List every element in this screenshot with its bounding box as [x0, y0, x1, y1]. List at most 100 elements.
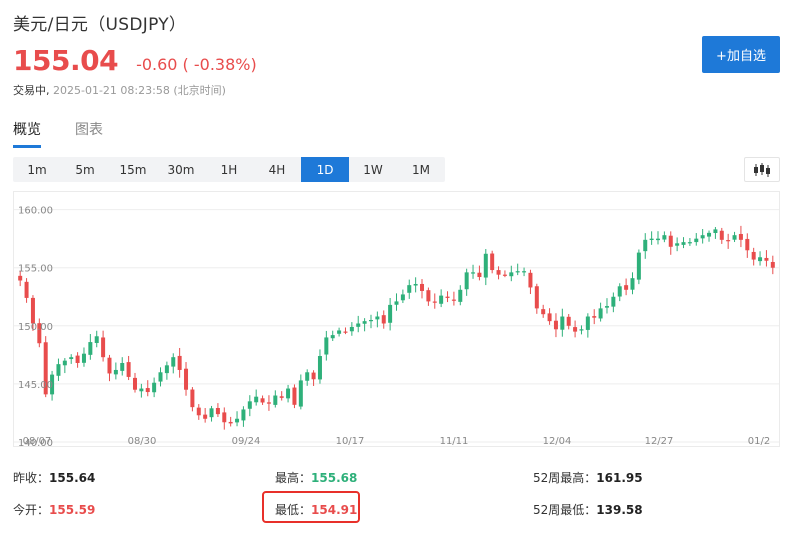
candle-body	[566, 316, 571, 326]
trading-status: 交易中, 2025-01-21 08:23:58 (北京时间)	[13, 82, 226, 98]
candle-body	[254, 396, 259, 403]
candle-body	[464, 272, 469, 290]
candle-body	[381, 315, 386, 324]
stat-52w-low: 52周最低：139.58	[533, 503, 643, 517]
highlight-box	[262, 491, 360, 523]
candle-body	[317, 356, 322, 380]
x-tick-label: 09/24	[232, 436, 261, 446]
period-1h[interactable]: 1H	[220, 162, 238, 177]
y-tick-label: 155.00	[18, 264, 53, 275]
stat-52w-high: 52周最高：161.95	[533, 471, 643, 485]
period-5m[interactable]: 5m	[75, 162, 95, 177]
candle-body	[241, 409, 246, 421]
y-tick-label: 160.00	[18, 206, 53, 217]
view-tabs: 概览 图表	[13, 119, 137, 148]
candle-body	[490, 253, 495, 271]
candle-body	[24, 281, 29, 298]
candle-body	[400, 294, 405, 301]
candle-body	[158, 372, 163, 382]
candle-body	[228, 421, 233, 424]
candle-body	[152, 382, 157, 393]
candle-body	[126, 362, 131, 377]
stat-high: 最高：155.68	[275, 471, 358, 485]
period-1w[interactable]: 1W	[363, 162, 383, 177]
period-1d[interactable]: 1D	[301, 157, 349, 182]
candle-body	[547, 313, 552, 322]
period-15m[interactable]: 15m	[119, 162, 147, 177]
candle-body	[458, 289, 463, 302]
candle-body	[630, 278, 635, 290]
period-1m[interactable]: 1m	[27, 162, 47, 177]
candle-body	[30, 297, 35, 324]
candle-body	[56, 364, 61, 376]
candle-body	[719, 230, 724, 240]
period-selector: 1m 5m 15m 30m 1H 4H 1D 1W 1M	[13, 157, 445, 182]
candle-body	[560, 316, 565, 330]
candle-body	[324, 337, 329, 355]
candle-body	[598, 308, 603, 319]
candle-body	[611, 296, 616, 307]
candle-body	[681, 242, 686, 245]
candle-body	[477, 272, 482, 278]
candle-body	[522, 271, 527, 273]
candle-body	[94, 336, 99, 344]
candle-body	[643, 239, 648, 252]
page-title: 美元/日元（USDJPY）	[13, 15, 187, 35]
candle-body	[356, 323, 361, 327]
candle-body	[286, 388, 291, 399]
candle-body	[573, 327, 578, 332]
candle-body	[483, 253, 488, 278]
candle-body	[585, 316, 590, 330]
candle-body	[362, 321, 367, 324]
candle-body	[451, 299, 456, 301]
candlestick-icon	[754, 162, 770, 177]
candle-body	[330, 335, 335, 339]
candle-body	[694, 238, 699, 243]
period-4h[interactable]: 4H	[268, 162, 286, 177]
candle-body	[305, 372, 310, 381]
candle-body	[337, 330, 342, 334]
x-tick-label: 12/27	[645, 436, 674, 446]
candle-body	[215, 408, 220, 415]
chart-type-button[interactable]	[744, 157, 780, 182]
tab-overview[interactable]: 概览	[13, 119, 41, 148]
price-chart[interactable]: 160.00 155.00 150.00 145.00 140.00 08/07 08/30…	[13, 191, 780, 447]
candle-body	[177, 355, 182, 370]
candle-body	[311, 372, 316, 380]
candle-body	[413, 283, 418, 286]
status-timestamp: 2025-01-21 08:23:58 (北京时间)	[53, 84, 226, 97]
stat-low: 最低：154.91	[275, 503, 358, 517]
candle-body	[675, 243, 680, 246]
candle-body	[164, 365, 169, 374]
candle-body	[656, 238, 661, 241]
candle-body	[770, 261, 775, 268]
period-1mo[interactable]: 1M	[412, 162, 430, 177]
candle-body	[496, 270, 501, 275]
candle-body	[534, 286, 539, 309]
candle-body	[88, 342, 93, 355]
status-label: 交易中,	[13, 84, 50, 97]
candle-body	[343, 331, 348, 333]
price-row: 155.04 -0.60 ( -0.38%)	[13, 44, 257, 77]
candle-body	[196, 407, 201, 416]
candle-body	[62, 360, 67, 366]
candle-body	[279, 396, 284, 398]
tab-chart[interactable]: 图表	[75, 122, 103, 138]
candle-body	[662, 235, 667, 240]
period-30m[interactable]: 30m	[167, 162, 195, 177]
candle-body	[37, 323, 42, 344]
candle-body	[107, 357, 112, 374]
candle-body	[368, 320, 373, 322]
candle-body	[273, 395, 278, 405]
candle-body	[43, 342, 48, 395]
candle-body	[617, 286, 622, 297]
candle-body	[190, 389, 195, 408]
x-tick-label: 08/07	[23, 436, 52, 446]
candle-body	[171, 357, 176, 367]
x-tick-label: 11/11	[440, 436, 469, 446]
candle-body	[81, 353, 86, 363]
candle-body	[579, 329, 584, 331]
candle-body	[292, 387, 297, 405]
add-watchlist-button[interactable]: +加自选	[702, 36, 780, 73]
